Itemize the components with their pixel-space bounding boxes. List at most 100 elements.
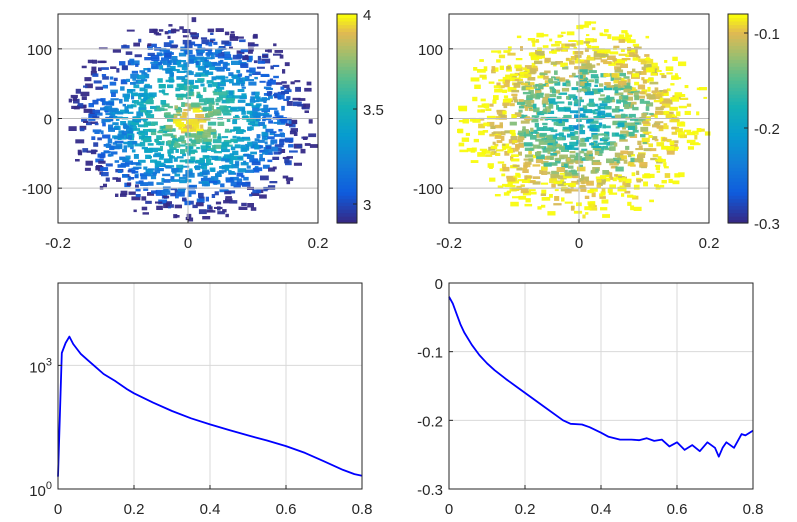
heatmap-cell [263, 93, 270, 96]
heatmap-cell [188, 79, 195, 85]
heatmap-cell [541, 197, 551, 201]
heatmap-cell [547, 110, 555, 114]
heatmap-cell [140, 182, 148, 186]
heatmap-cell [154, 166, 160, 170]
heatmap-cell [224, 164, 234, 169]
heatmap-cell [568, 165, 574, 169]
heatmap-cell [560, 148, 569, 152]
heatmap-cell [173, 143, 181, 148]
heatmap-cell [531, 40, 540, 43]
heatmap-cell [497, 50, 502, 54]
heatmap-cell [121, 65, 128, 71]
heatmap-cell [592, 38, 597, 43]
heatmap-cell [95, 158, 104, 163]
heatmap-cell [225, 128, 230, 132]
colorbar-segment [337, 24, 357, 29]
heatmap-cell [115, 193, 119, 197]
heatmap-cell [592, 145, 601, 148]
colorbar-segment [728, 14, 748, 19]
heatmap-cell [234, 144, 241, 149]
heatmap-cell [630, 157, 635, 163]
heatmap-cell [535, 90, 542, 94]
colorbar-segment [728, 111, 748, 116]
colorbar-segment [337, 139, 357, 144]
heatmap-cell [501, 143, 510, 149]
heatmap-cell [112, 177, 118, 180]
heatmap-cell [548, 101, 558, 105]
heatmap-cell [278, 129, 283, 132]
heatmap-cell [592, 112, 602, 115]
x-tick-label: 0.6 [667, 501, 688, 518]
heatmap-cell [506, 66, 511, 70]
heatmap-cell [112, 122, 119, 126]
heatmap-cell [133, 84, 140, 89]
y-tick-label: 0 [435, 112, 443, 129]
colorbar-segment [337, 170, 357, 175]
heatmap-cell [482, 130, 489, 133]
heatmap-cell [226, 94, 235, 99]
heatmap-cell [190, 119, 199, 125]
heatmap-cell [683, 134, 687, 139]
heatmap-cell [211, 76, 217, 81]
heatmap-cell [232, 75, 241, 80]
heatmap-cell [547, 140, 556, 145]
heatmap-cell [249, 158, 258, 163]
heatmap-cell [200, 145, 208, 150]
heatmap-cell [549, 134, 558, 140]
heatmap-cell [650, 157, 657, 161]
heatmap-cell [645, 58, 654, 64]
heatmap-cell [141, 196, 147, 201]
heatmap-cell [487, 121, 495, 127]
heatmap-cell [195, 165, 201, 171]
heatmap-cells [457, 21, 711, 219]
heatmap-cell [612, 36, 620, 41]
heatmap-cell [182, 94, 188, 97]
heatmap-cell [578, 168, 584, 171]
heatmap-cell [147, 181, 154, 186]
heatmap-cell [92, 99, 99, 105]
heatmap-cell [606, 158, 615, 164]
heatmap-cell [703, 96, 708, 99]
heatmap-cell [636, 170, 640, 175]
heatmap-cell [186, 146, 194, 149]
heatmap-cell [655, 124, 660, 128]
heatmap-cell [625, 32, 629, 38]
heatmap-cell [524, 106, 529, 111]
heatmap-cell [131, 70, 138, 74]
heatmap-cell [527, 82, 535, 85]
heatmap-cell [514, 140, 521, 143]
heatmap-cell [494, 124, 503, 129]
heatmap-cell [557, 107, 567, 112]
heatmap-cell [583, 66, 593, 71]
heatmap-cell [147, 67, 151, 73]
heatmap-cell [191, 86, 199, 89]
heatmap-cell [258, 139, 265, 143]
heatmap-cell [113, 77, 118, 81]
heatmap-cell [124, 109, 129, 113]
heatmap-cell [555, 159, 561, 164]
heatmap-cell [204, 155, 213, 158]
heatmap-cell [112, 135, 117, 139]
heatmap-cell [517, 78, 523, 81]
heatmap-cell [655, 166, 660, 170]
heatmap-cell [632, 43, 640, 47]
heatmap-cell [114, 140, 124, 144]
heatmap-cell [216, 171, 224, 174]
heatmap-cell [234, 161, 240, 166]
heatmap-cell [140, 174, 148, 180]
y-tick-label: -100 [22, 181, 52, 198]
heatmap-cell [479, 59, 484, 62]
colorbar-segment [337, 41, 357, 46]
heatmap-cell [604, 131, 610, 134]
heatmap-cell [525, 129, 529, 134]
heatmap-cell [489, 133, 495, 137]
heatmap-cell [629, 195, 636, 198]
heatmap-cell [197, 67, 207, 71]
heatmap-cell [569, 60, 575, 65]
y-tick-label: 0 [435, 276, 443, 293]
heatmap-cell [585, 42, 589, 47]
heatmap-cell [133, 209, 137, 213]
heatmap-cell [631, 122, 640, 125]
heatmap-cell [249, 99, 256, 103]
heatmap-cell [576, 114, 581, 118]
